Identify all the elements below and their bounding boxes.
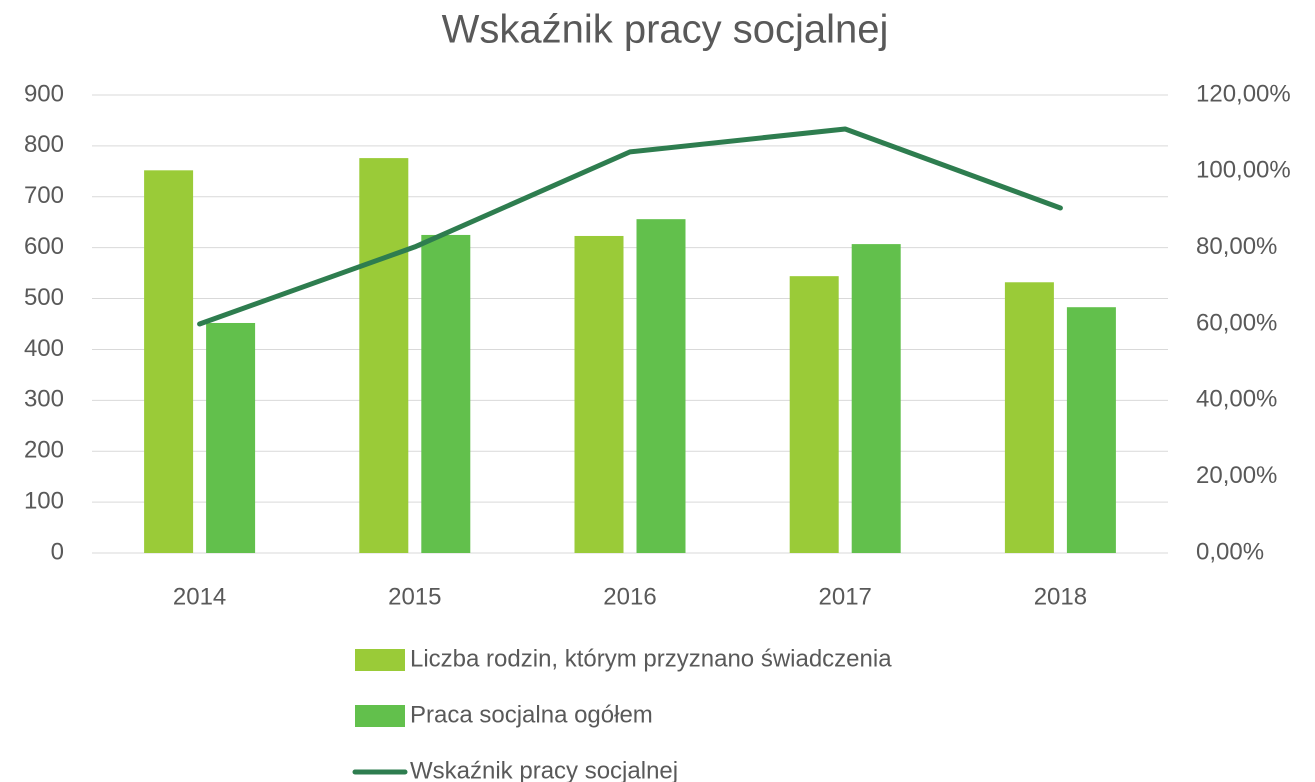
bar: [144, 170, 194, 553]
x-tick-label: 2014: [173, 583, 226, 610]
y-tick-label: 500: [24, 284, 64, 311]
bar: [636, 219, 686, 553]
x-tick-label: 2018: [1034, 583, 1087, 610]
bar: [574, 235, 624, 553]
y2-tick-label: 40,00%: [1196, 386, 1277, 413]
bar: [851, 244, 901, 554]
y-tick-label: 900: [24, 80, 64, 107]
y-tick-label: 300: [24, 386, 64, 413]
legend-label: Wskaźnik pracy socjalnej: [410, 757, 678, 782]
legend-label: Liczba rodzin, którym przyznano świadcze…: [410, 645, 892, 672]
y2-tick-label: 60,00%: [1196, 309, 1277, 336]
legend-swatch: [355, 649, 405, 671]
y-tick-label: 400: [24, 335, 64, 362]
y-tick-label: 0: [51, 538, 64, 565]
legend-label: Praca socjalna ogółem: [410, 701, 653, 728]
legend-swatch: [355, 705, 405, 727]
x-tick-label: 2017: [819, 583, 872, 610]
bar: [1066, 307, 1116, 553]
chart-title: Wskaźnik pracy socjalnej: [442, 8, 889, 52]
y2-tick-label: 120,00%: [1196, 80, 1291, 107]
y2-tick-label: 80,00%: [1196, 233, 1277, 260]
x-tick-label: 2015: [388, 583, 441, 610]
x-tick-label: 2016: [603, 583, 656, 610]
y-tick-label: 600: [24, 233, 64, 260]
y-tick-label: 100: [24, 487, 64, 514]
y2-tick-label: 20,00%: [1196, 462, 1277, 489]
bar: [421, 234, 471, 553]
y2-tick-label: 100,00%: [1196, 157, 1291, 184]
y-tick-label: 800: [24, 131, 64, 158]
bar: [359, 158, 409, 553]
bar: [1004, 282, 1054, 553]
y-tick-label: 700: [24, 182, 64, 209]
bar: [206, 322, 256, 553]
bar: [789, 276, 839, 553]
y2-tick-label: 0,00%: [1196, 538, 1264, 565]
line: [197, 126, 1063, 327]
y-tick-label: 200: [24, 437, 64, 464]
